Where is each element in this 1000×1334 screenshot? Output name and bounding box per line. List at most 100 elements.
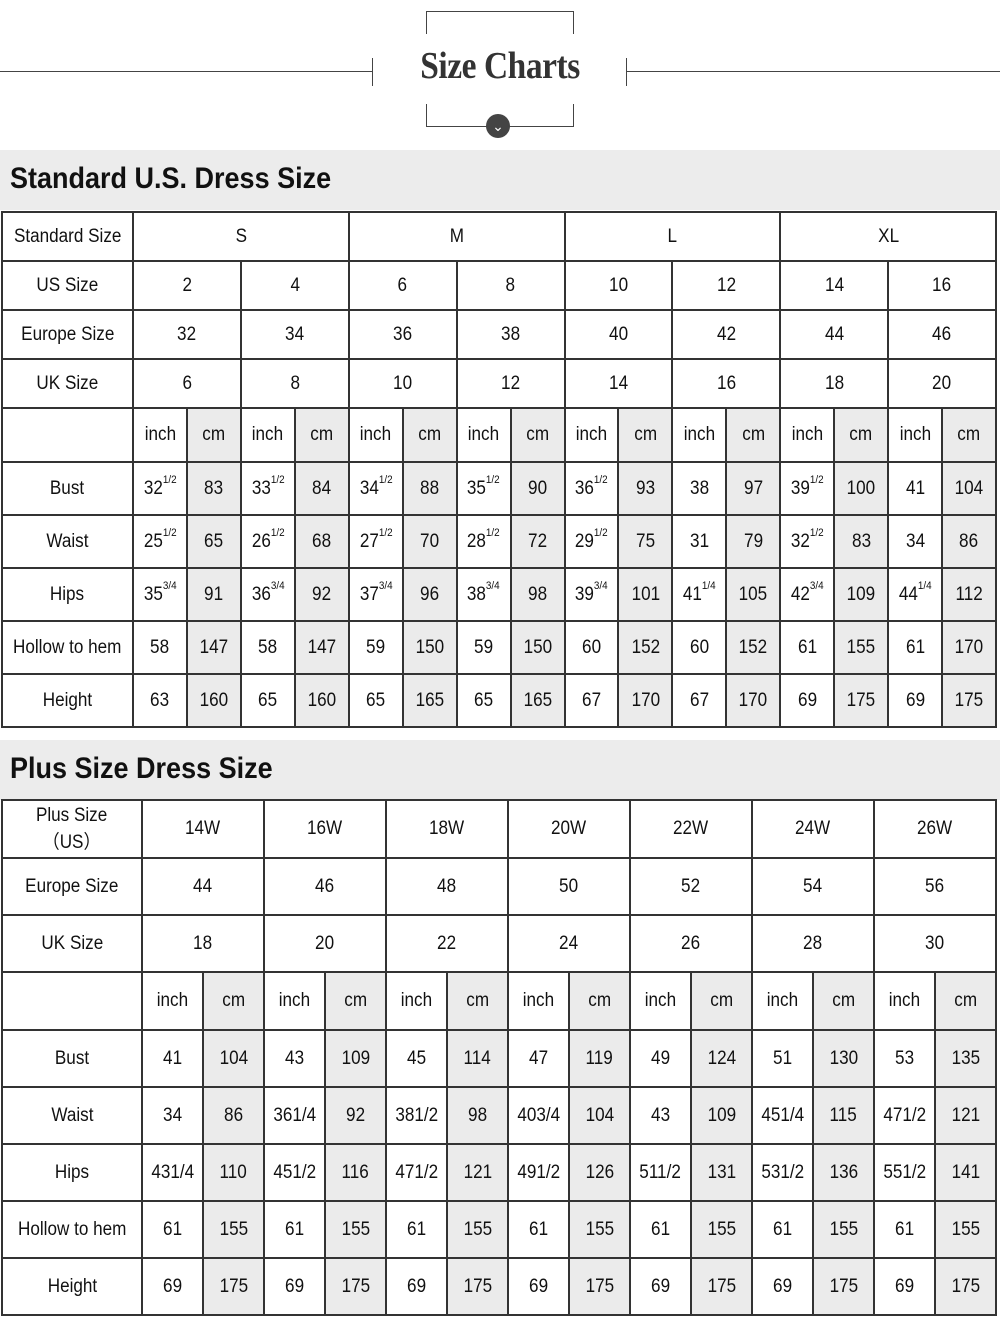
value-cell-text: 381/2 [395, 1104, 438, 1126]
size-cell: 16 [671, 358, 782, 409]
size-cell-text: 24W [795, 818, 831, 839]
value-cell: 147 [293, 620, 350, 675]
value-fraction: 1/2 [270, 526, 285, 539]
value-cell: 431/4 [141, 1143, 204, 1202]
value-text: 353/4 [144, 580, 177, 606]
size-cell-text: 18 [824, 372, 844, 394]
size-cell-text: 16 [932, 274, 952, 296]
value-cell: 383/4 [455, 567, 512, 622]
value-text: 351/2 [467, 474, 500, 500]
value-cell: 100 [833, 461, 890, 516]
value-cell-text: 165 [415, 689, 444, 711]
value-cell-text: 98 [467, 1104, 488, 1126]
value-cell: 70 [401, 514, 458, 569]
value-cell: 104 [202, 1029, 265, 1088]
value-cell-text: 109 [846, 583, 876, 605]
value-cell: 65 [455, 673, 512, 728]
size-cell: 48 [385, 857, 509, 916]
value-cell: 119 [568, 1029, 631, 1088]
unit-row: inch cm inch cm inch cm inch cm inch cm inch cm inch… [1, 407, 997, 463]
size-cell-text: 48 [437, 875, 457, 897]
value-fraction: 1/2 [378, 473, 393, 486]
value-cell: 61 [751, 1200, 814, 1259]
unit-cell: inch [385, 971, 448, 1031]
size-cell: 26 [629, 914, 753, 973]
value-text: 321/2 [144, 474, 177, 500]
value-text: 441/4 [898, 580, 932, 606]
size-cell-text: 16W [307, 818, 343, 839]
size-cell: 20 [263, 914, 387, 973]
standard-section-bar [0, 150, 1000, 210]
value-cell-text: 451/2 [273, 1161, 316, 1183]
unit-cell: cm [725, 407, 782, 463]
value-cell: 96 [401, 567, 458, 622]
size-cell: 10 [563, 260, 674, 311]
value-cell-text: 104 [585, 1104, 614, 1126]
value-cell-text: 155 [707, 1218, 736, 1240]
size-cell: 30 [873, 914, 997, 973]
unit-cell: inch [873, 971, 936, 1031]
value-cell-text: 83 [204, 477, 224, 499]
row-label: Bust [1, 1029, 143, 1088]
value-cell-text: 170 [954, 636, 984, 658]
value-cell: 69 [263, 1257, 326, 1316]
unit-cell: cm [617, 407, 674, 463]
header-row: Europe Size 44 46 48 50 52 54 56 [1, 857, 997, 916]
chevron-down-circle-icon: ⌄ [486, 114, 510, 138]
value-whole: 36 [575, 477, 595, 499]
value-cell-text: 38 [689, 477, 709, 499]
value-cell-text: 135 [951, 1047, 980, 1069]
value-cell-text: 141 [951, 1161, 980, 1183]
size-cell: XL [779, 211, 997, 262]
value-cell: 43 [629, 1086, 692, 1145]
row-label: Hollow to hem [1, 620, 134, 675]
unit-cell-text: cm [741, 424, 765, 445]
size-cell-text: 40 [608, 323, 628, 345]
size-cell-text: 14 [608, 372, 628, 394]
value-cell: 69 [779, 673, 836, 728]
value-cell: 69 [873, 1257, 936, 1316]
unit-cell-text: cm [710, 990, 733, 1011]
value-whole: 28 [467, 530, 487, 552]
value-fraction: 1/2 [270, 473, 285, 486]
size-cell-text: 30 [925, 932, 945, 954]
value-text: 331/2 [251, 474, 284, 500]
row-label: US Size [1, 260, 134, 311]
value-cell: 47 [507, 1029, 570, 1088]
size-cell-text: 46 [315, 875, 335, 897]
value-cell: 61 [887, 620, 944, 675]
value-cell: 411/4 [671, 567, 728, 622]
size-cell: 2 [132, 260, 242, 311]
value-whole: 44 [898, 583, 918, 605]
value-cell: 175 [446, 1257, 509, 1316]
unit-cell: inch [751, 971, 814, 1031]
value-cell-text: 79 [743, 530, 763, 552]
value-cell: 251/2 [132, 514, 188, 569]
unit-cell: inch [132, 407, 188, 463]
value-cell: 84 [293, 461, 350, 516]
value-cell-text: 551/2 [883, 1161, 926, 1183]
size-cell-text: 14W [185, 818, 221, 839]
unit-cell: cm [202, 971, 265, 1031]
size-cell: 42 [671, 309, 782, 360]
unit-cell: inch [629, 971, 692, 1031]
value-cell-text: 175 [463, 1275, 492, 1297]
value-cell-text: 160 [199, 689, 229, 711]
size-cell: M [347, 211, 566, 262]
row-label: UK Size [1, 914, 143, 973]
measurement-row: Waist 34 86 361/4 92 381/2 98 403/4 104 43 109 451/… [1, 1086, 997, 1145]
value-cell: 34 [887, 514, 944, 569]
value-text: 341/2 [359, 474, 392, 500]
size-cell-text: 24 [559, 932, 579, 954]
value-whole: 39 [575, 583, 595, 605]
value-cell-text: 58 [258, 636, 278, 658]
value-cell-text: 175 [585, 1275, 614, 1297]
value-cell: 61 [779, 620, 836, 675]
value-cell: 491/2 [507, 1143, 570, 1202]
value-cell-text: 115 [829, 1104, 858, 1126]
value-cell-text: 98 [528, 583, 548, 605]
size-cell: 44 [141, 857, 265, 916]
value-cell: 155 [202, 1200, 265, 1259]
value-cell: 451/4 [751, 1086, 814, 1145]
value-cell-text: 155 [341, 1218, 370, 1240]
